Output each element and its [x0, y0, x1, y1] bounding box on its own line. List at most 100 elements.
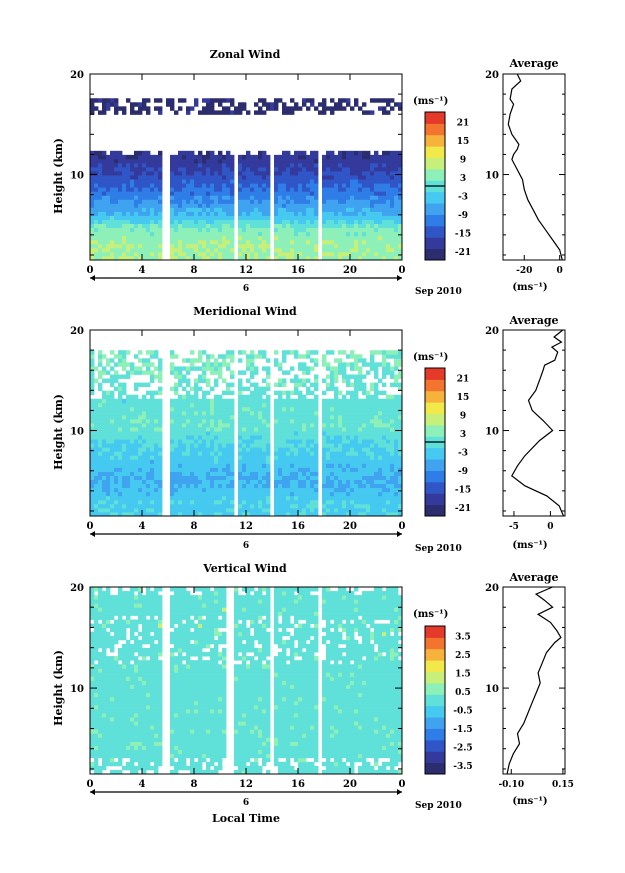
heatmap-cell	[202, 183, 207, 188]
heatmap-cell	[370, 479, 375, 485]
heatmap-cell	[254, 191, 259, 196]
heatmap-cell	[150, 394, 155, 400]
heatmap-cell	[242, 467, 247, 472]
heatmap-cell	[342, 98, 347, 103]
heatmap-cell	[262, 479, 267, 485]
heatmap-cell	[90, 175, 95, 180]
heatmap-cell	[178, 467, 183, 472]
heatmap-cell	[182, 374, 187, 379]
heatmap-cell	[226, 495, 231, 501]
heatmap-cell	[282, 451, 287, 456]
heatmap-cell	[258, 511, 263, 517]
heatmap-cell	[254, 503, 259, 509]
heatmap-cell	[182, 175, 187, 180]
heatmap-cell	[122, 374, 127, 379]
heatmap-cell	[182, 255, 187, 261]
heatmap-cell	[286, 499, 291, 505]
heatmap-cell	[210, 447, 215, 452]
heatmap-cell	[326, 362, 331, 367]
heatmap-cell	[386, 471, 391, 476]
heatmap-cell	[94, 439, 99, 444]
heatmap-cell	[98, 167, 103, 172]
heatmap-cell	[286, 479, 291, 485]
heatmap-cell	[294, 154, 299, 160]
heatmap-cell	[170, 463, 175, 468]
heatmap-cell	[370, 503, 375, 509]
heatmap-cell	[266, 483, 271, 489]
heatmap-cell	[362, 414, 367, 420]
heatmap-cell	[214, 207, 219, 212]
heatmap-cell	[170, 251, 175, 257]
heatmap-cell	[374, 175, 379, 180]
heatmap-cell	[110, 431, 115, 436]
heatmap-cell	[118, 402, 123, 408]
heatmap-cell	[198, 162, 203, 168]
heatmap-cell	[306, 255, 311, 261]
heatmap-cell	[398, 443, 403, 448]
heatmap-cell	[334, 195, 339, 200]
heatmap-cell	[282, 370, 287, 375]
heatmap-cell	[310, 243, 315, 249]
heatmap-cell	[258, 235, 263, 241]
heatmap-cell	[370, 207, 375, 212]
heatmap-cell	[298, 219, 303, 225]
heatmap-cell	[302, 394, 307, 400]
heatmap-cell	[390, 179, 395, 184]
heatmap-cell	[158, 443, 163, 448]
heatmap-cell	[330, 158, 335, 164]
heatmap-cell	[274, 423, 279, 428]
heatmap-cell	[266, 423, 271, 428]
heatmap-cell	[146, 451, 151, 456]
heatmap-cell	[374, 150, 379, 156]
heatmap-cell	[198, 179, 203, 184]
heatmap-cell	[150, 179, 155, 184]
heatmap-cell	[194, 511, 199, 517]
heatmap-cell	[382, 191, 387, 196]
heatmap-cell	[282, 162, 287, 168]
heatmap-cell	[362, 431, 367, 436]
heatmap-cell	[218, 366, 223, 371]
heatmap-cell	[158, 487, 163, 493]
heatmap-cell	[246, 366, 251, 371]
heatmap-cell	[282, 507, 287, 513]
heatmap-cell	[210, 406, 215, 412]
heatmap-cell	[274, 390, 279, 396]
colorbar-swatch	[425, 424, 445, 437]
heatmap-cell	[122, 199, 127, 204]
heatmap-cell	[146, 251, 151, 257]
heatmap-cell	[306, 219, 311, 225]
heatmap-cell	[366, 431, 371, 436]
heatmap-cell	[142, 175, 147, 180]
heatmap-cell	[398, 102, 403, 107]
heatmap-cell	[310, 487, 315, 493]
heatmap-cell	[394, 154, 399, 160]
heatmap-cell	[342, 402, 347, 408]
heatmap-cell	[310, 431, 315, 436]
heatmap-cell	[198, 183, 203, 188]
heatmap-cell	[142, 455, 147, 460]
heatmap-cell	[230, 499, 235, 505]
heatmap-cell	[334, 495, 339, 501]
heatmap-cell	[134, 435, 139, 440]
heatmap-cell	[326, 410, 331, 416]
heatmap-cell	[226, 247, 231, 253]
heatmap-cell	[278, 191, 283, 196]
heatmap-cell	[342, 231, 347, 237]
heatmap-cell	[226, 431, 231, 436]
colorbar-swatch	[425, 123, 445, 136]
heatmap-cell	[170, 487, 175, 493]
heatmap-cell	[310, 175, 315, 180]
heatmap-cell	[362, 511, 367, 517]
heatmap-cell	[274, 495, 279, 501]
heatmap-cell	[374, 203, 379, 208]
heatmap-cell	[98, 402, 103, 408]
heatmap-cell	[150, 223, 155, 229]
heatmap-cell	[322, 427, 327, 432]
heatmap-cell	[186, 459, 191, 464]
heatmap-cell	[278, 427, 283, 432]
heatmap-cell	[190, 255, 195, 261]
heatmap-cell	[218, 255, 223, 261]
heatmap-cell	[278, 475, 283, 481]
